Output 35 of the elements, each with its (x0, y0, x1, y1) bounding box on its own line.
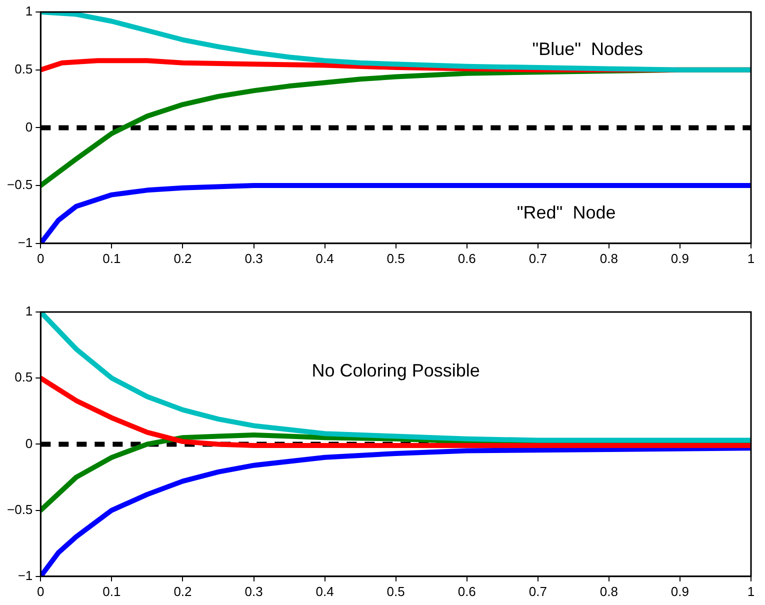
x-tick-label: 0.6 (458, 584, 476, 599)
y-tick-label: 1 (25, 4, 33, 19)
y-tick-label: 0 (25, 119, 33, 134)
x-tick-label: 0.4 (316, 250, 334, 266)
annotation: "Blue" Nodes (532, 39, 644, 60)
x-tick-label: 0.8 (600, 250, 618, 266)
annotation: No Coloring Possible (312, 360, 480, 380)
y-tick-label: −0.5 (6, 502, 33, 517)
x-tick-label: 0.7 (528, 250, 547, 266)
y-tick-label: −1 (18, 568, 33, 583)
x-tick-label: 0.1 (102, 584, 121, 599)
y-tick-label: 0.5 (14, 61, 33, 76)
x-tick-label: 0.7 (528, 584, 547, 599)
x-tick-label: 0.4 (316, 584, 334, 599)
x-tick-label: 0.3 (244, 250, 263, 266)
y-tick-label: −0.5 (6, 177, 33, 192)
x-tick-label: 0.5 (386, 250, 405, 266)
x-tick-label: 0.1 (102, 250, 121, 266)
x-tick-label: 0.2 (174, 250, 192, 266)
x-tick-label: 0 (37, 584, 44, 599)
y-tick-label: 0.5 (14, 370, 33, 385)
x-tick-label: 1 (747, 250, 755, 266)
annotation: "Red" Node (516, 202, 616, 222)
x-tick-label: 0.3 (244, 584, 263, 599)
x-tick-label: 1 (747, 584, 755, 599)
x-tick-label: 0.8 (600, 584, 618, 599)
x-tick-label: 0 (37, 250, 44, 266)
y-tick-label: 1 (25, 304, 33, 319)
y-tick-label: 0 (25, 436, 33, 451)
x-tick-label: 0.2 (174, 584, 192, 599)
y-tick-label: −1 (18, 234, 33, 250)
x-tick-label: 0.9 (670, 584, 690, 599)
x-tick-label: 0.9 (670, 250, 690, 266)
x-tick-label: 0.5 (386, 584, 405, 599)
x-tick-label: 0.6 (458, 250, 476, 266)
